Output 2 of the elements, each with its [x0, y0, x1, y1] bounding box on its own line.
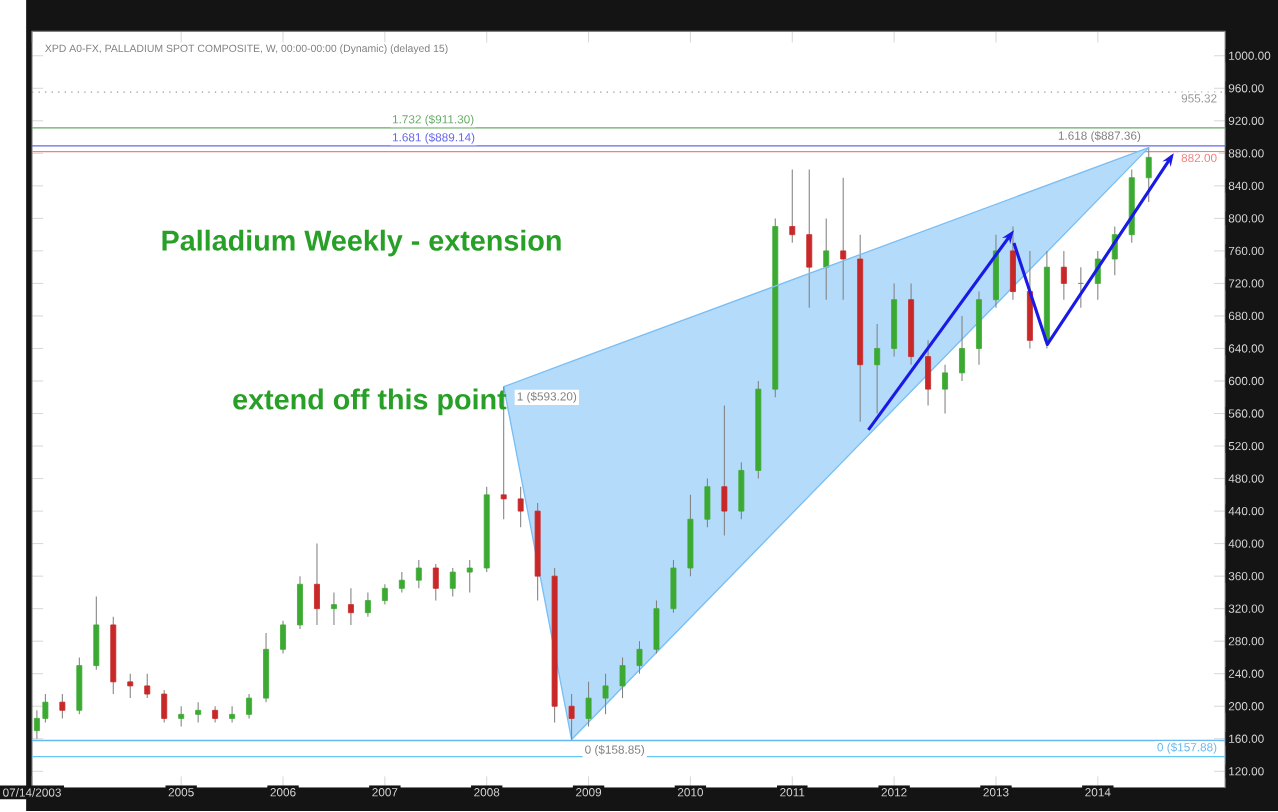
annotation: extend off this point	[233, 388, 507, 416]
annotation: Palladium Weekly - extension	[162, 230, 561, 257]
